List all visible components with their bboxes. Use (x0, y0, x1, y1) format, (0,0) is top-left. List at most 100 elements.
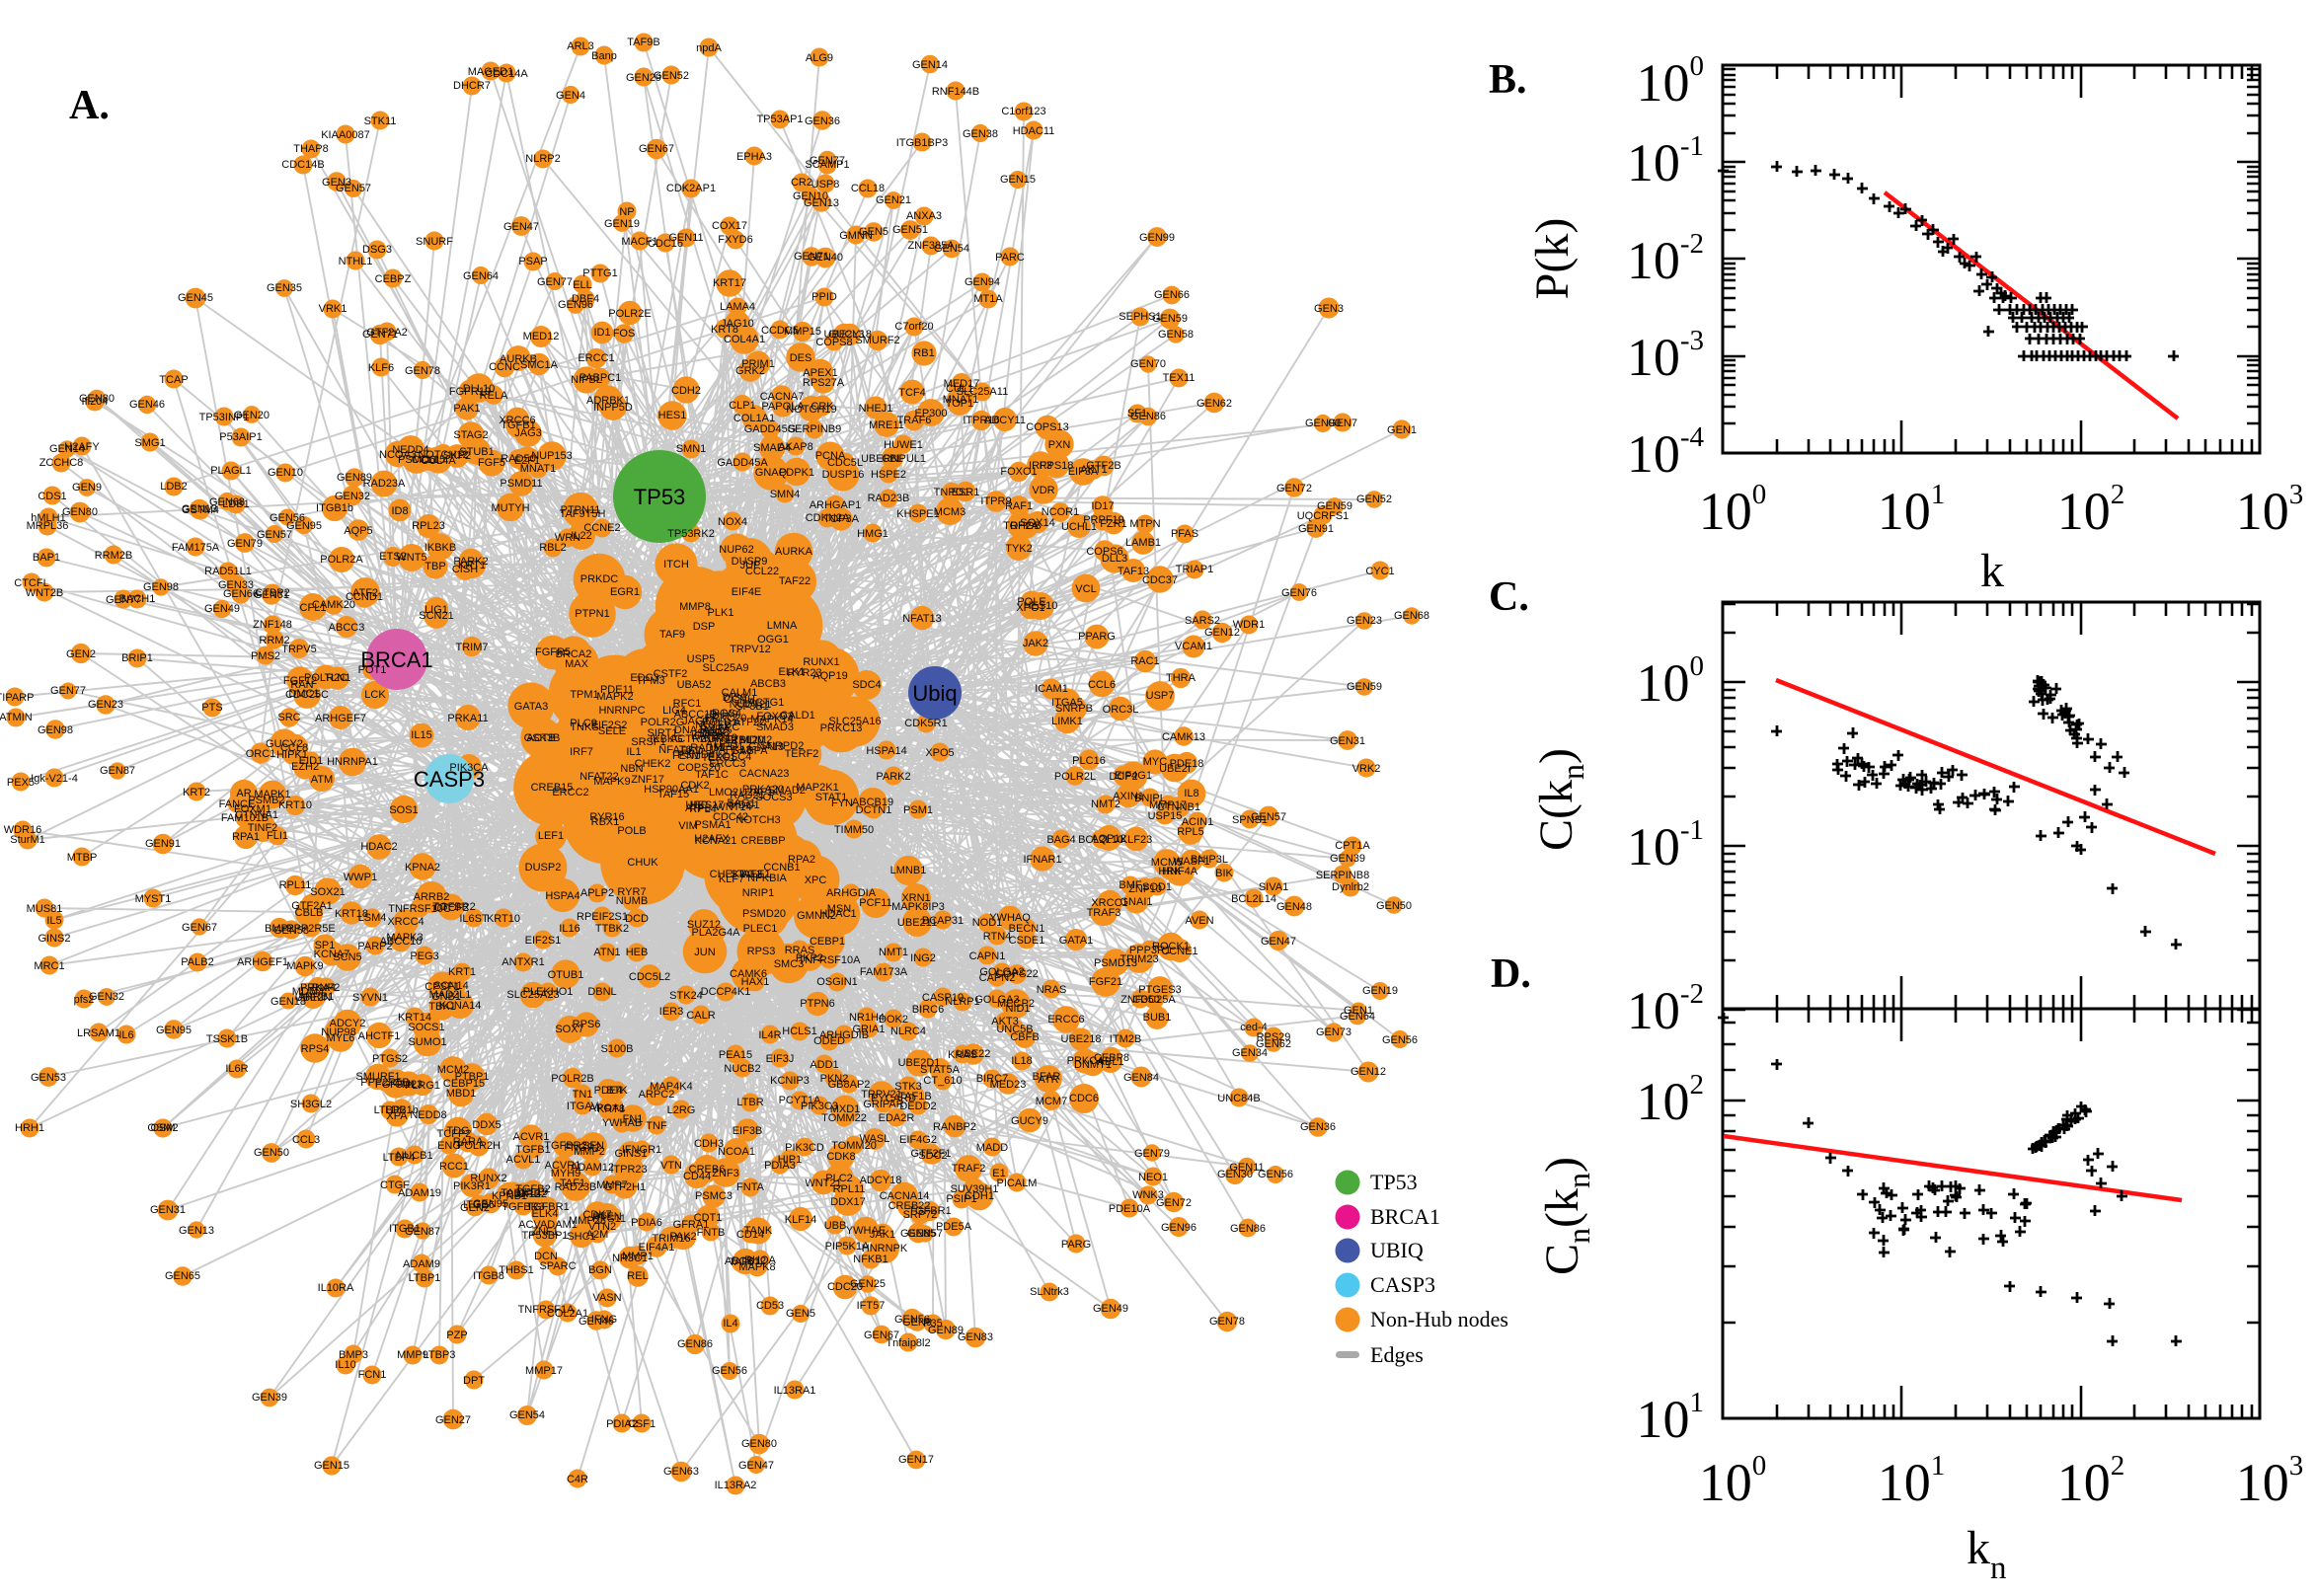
svg-text:ANTXR1: ANTXR1 (502, 956, 544, 968)
svg-text:PRKC20: PRKC20 (705, 713, 747, 724)
svg-text:AVEN: AVEN (1185, 915, 1213, 927)
svg-text:GEN4: GEN4 (556, 90, 585, 102)
svg-text:ATF22: ATF22 (733, 717, 765, 728)
svg-text:GEN72: GEN72 (1276, 483, 1312, 494)
svg-text:NLRP1: NLRP1 (945, 996, 979, 1008)
svg-text:NOD1: NOD1 (972, 917, 1003, 929)
svg-text:SturM1: SturM1 (10, 834, 44, 846)
svg-text:ITGB8: ITGB8 (473, 1270, 504, 1282)
svg-text:KHSPE1: KHSPE1 (896, 508, 939, 520)
svg-text:MDM2: MDM2 (740, 734, 772, 746)
svg-text:CTBP2: CTBP2 (255, 587, 289, 599)
svg-text:MCM3: MCM3 (934, 506, 965, 518)
svg-text:MED23: MED23 (990, 1079, 1027, 1091)
svg-text:DPT: DPT (463, 1375, 485, 1387)
svg-text:DUSP2: DUSP2 (525, 862, 562, 874)
svg-text:BAG4: BAG4 (1046, 834, 1075, 846)
svg-text:SHC1: SHC1 (567, 1231, 595, 1243)
svg-text:MTPN: MTPN (1129, 518, 1160, 530)
svg-text:RPEIF2S1: RPEIF2S1 (577, 911, 628, 923)
svg-text:TRPV5: TRPV5 (281, 644, 316, 655)
svg-text:MAPK9: MAPK9 (593, 776, 630, 788)
svg-text:COPS13: COPS13 (1026, 421, 1068, 433)
svg-text:SLNtrk3: SLNtrk3 (1030, 1286, 1069, 1298)
svg-text:TGFBR1: TGFBR1 (526, 1201, 569, 1213)
svg-text:BMF: BMF (1119, 879, 1142, 891)
svg-text:TSSK1B: TSSK1B (206, 1033, 248, 1045)
svg-text:UCHL1: UCHL1 (1061, 521, 1097, 533)
svg-text:DDX17: DDX17 (830, 1196, 865, 1208)
svg-text:ITCH: ITCH (663, 559, 689, 570)
svg-text:SMN1: SMN1 (676, 443, 707, 455)
svg-text:IL10RA: IL10RA (318, 1282, 354, 1294)
svg-text:A.: A. (69, 83, 110, 128)
svg-text:TOP1: TOP1 (946, 398, 974, 410)
svg-text:GEN21: GEN21 (876, 194, 911, 206)
svg-text:SOS1: SOS1 (389, 804, 418, 816)
svg-text:DUSP9: DUSP9 (732, 556, 768, 568)
svg-text:HSPE2: HSPE2 (871, 469, 906, 481)
svg-text:C7orf20: C7orf20 (894, 321, 933, 333)
svg-text:CHEK1: CHEK1 (710, 869, 746, 880)
svg-text:ced-4: ced-4 (1240, 1022, 1268, 1033)
svg-text:BIRC6: BIRC6 (912, 1004, 944, 1016)
svg-text:GEN65: GEN65 (165, 1270, 200, 1282)
svg-text:WDR16: WDR16 (4, 824, 42, 836)
svg-text:RB1: RB1 (913, 347, 934, 359)
svg-text:GEN58: GEN58 (273, 925, 309, 937)
svg-text:STAG2: STAG2 (453, 429, 488, 441)
svg-text:KIAA0087: KIAA0087 (321, 129, 370, 141)
svg-text:IKBKB: IKBKB (425, 542, 456, 554)
svg-text:VCL: VCL (1075, 583, 1096, 595)
svg-text:KPNA2: KPNA2 (405, 862, 440, 874)
svg-text:RYR23: RYR23 (787, 667, 821, 679)
svg-text:PTGS2: PTGS2 (372, 1053, 408, 1065)
svg-text:TAF1B: TAF1B (898, 1091, 931, 1102)
svg-text:CTGF: CTGF (380, 1179, 410, 1191)
svg-text:TP53INP1: TP53INP1 (199, 412, 250, 423)
svg-text:FOXO3: FOXO3 (756, 711, 793, 722)
svg-text:AHCTF1: AHCTF1 (358, 1030, 401, 1042)
svg-text:RPL5: RPL5 (1177, 826, 1204, 838)
svg-text:TP53BP1: TP53BP1 (521, 1230, 568, 1242)
svg-text:PDIA2: PDIA2 (606, 1418, 638, 1430)
svg-text:HCLS1: HCLS1 (782, 1026, 816, 1037)
svg-text:SCAMP1: SCAMP1 (805, 159, 849, 171)
svg-text:NUDT21: NUDT21 (730, 699, 772, 711)
svg-text:MMP23: MMP23 (569, 1215, 606, 1227)
svg-text:GTF2F1: GTF2F1 (911, 1148, 952, 1160)
svg-text:GEN1: GEN1 (1387, 424, 1417, 436)
svg-text:SMAD2: SMAD2 (768, 785, 806, 797)
svg-text:UBE218: UBE218 (1061, 1033, 1102, 1045)
svg-text:GEN9: GEN9 (72, 482, 102, 494)
svg-text:GEN31: GEN31 (1330, 735, 1365, 747)
svg-text:XPC: XPC (805, 874, 827, 886)
svg-text:RCC1: RCC1 (439, 1161, 469, 1173)
svg-text:CAPN2: CAPN2 (979, 972, 1016, 984)
svg-text:MUTYH: MUTYH (491, 502, 529, 514)
svg-text:EZH2: EZH2 (291, 761, 319, 773)
svg-text:LTBR: LTBR (736, 1097, 763, 1108)
svg-text:APLP2: APLP2 (580, 887, 614, 899)
svg-text:YWHAQ: YWHAQ (989, 912, 1031, 924)
svg-text:MCM7: MCM7 (1036, 1096, 1067, 1107)
svg-text:FCN1: FCN1 (358, 1369, 387, 1381)
svg-text:CDC14A: CDC14A (485, 68, 528, 80)
svg-text:GEN96: GEN96 (558, 299, 593, 311)
svg-text:GEN27: GEN27 (435, 1414, 471, 1426)
svg-text:TAF9T5H: TAF9T5H (560, 508, 606, 520)
svg-text:VIM: VIM (678, 820, 698, 832)
svg-text:PSMD4: PSMD4 (677, 749, 715, 761)
svg-text:VTN: VTN (660, 1160, 682, 1172)
svg-text:GEN57: GEN57 (1251, 811, 1286, 823)
svg-text:NMT1: NMT1 (879, 947, 908, 958)
svg-text:USP7: USP7 (1146, 690, 1175, 702)
svg-text:ANXA3: ANXA3 (906, 210, 942, 222)
svg-text:BACH1: BACH1 (119, 593, 156, 605)
svg-text:UBE22: UBE22 (957, 1048, 991, 1060)
svg-text:PSAP: PSAP (518, 256, 547, 267)
svg-text:MTBP: MTBP (67, 852, 98, 864)
svg-text:ARHGDIA: ARHGDIA (826, 887, 877, 899)
svg-text:RPS11: RPS11 (592, 1213, 626, 1225)
svg-text:KCNA7: KCNA7 (314, 949, 350, 960)
